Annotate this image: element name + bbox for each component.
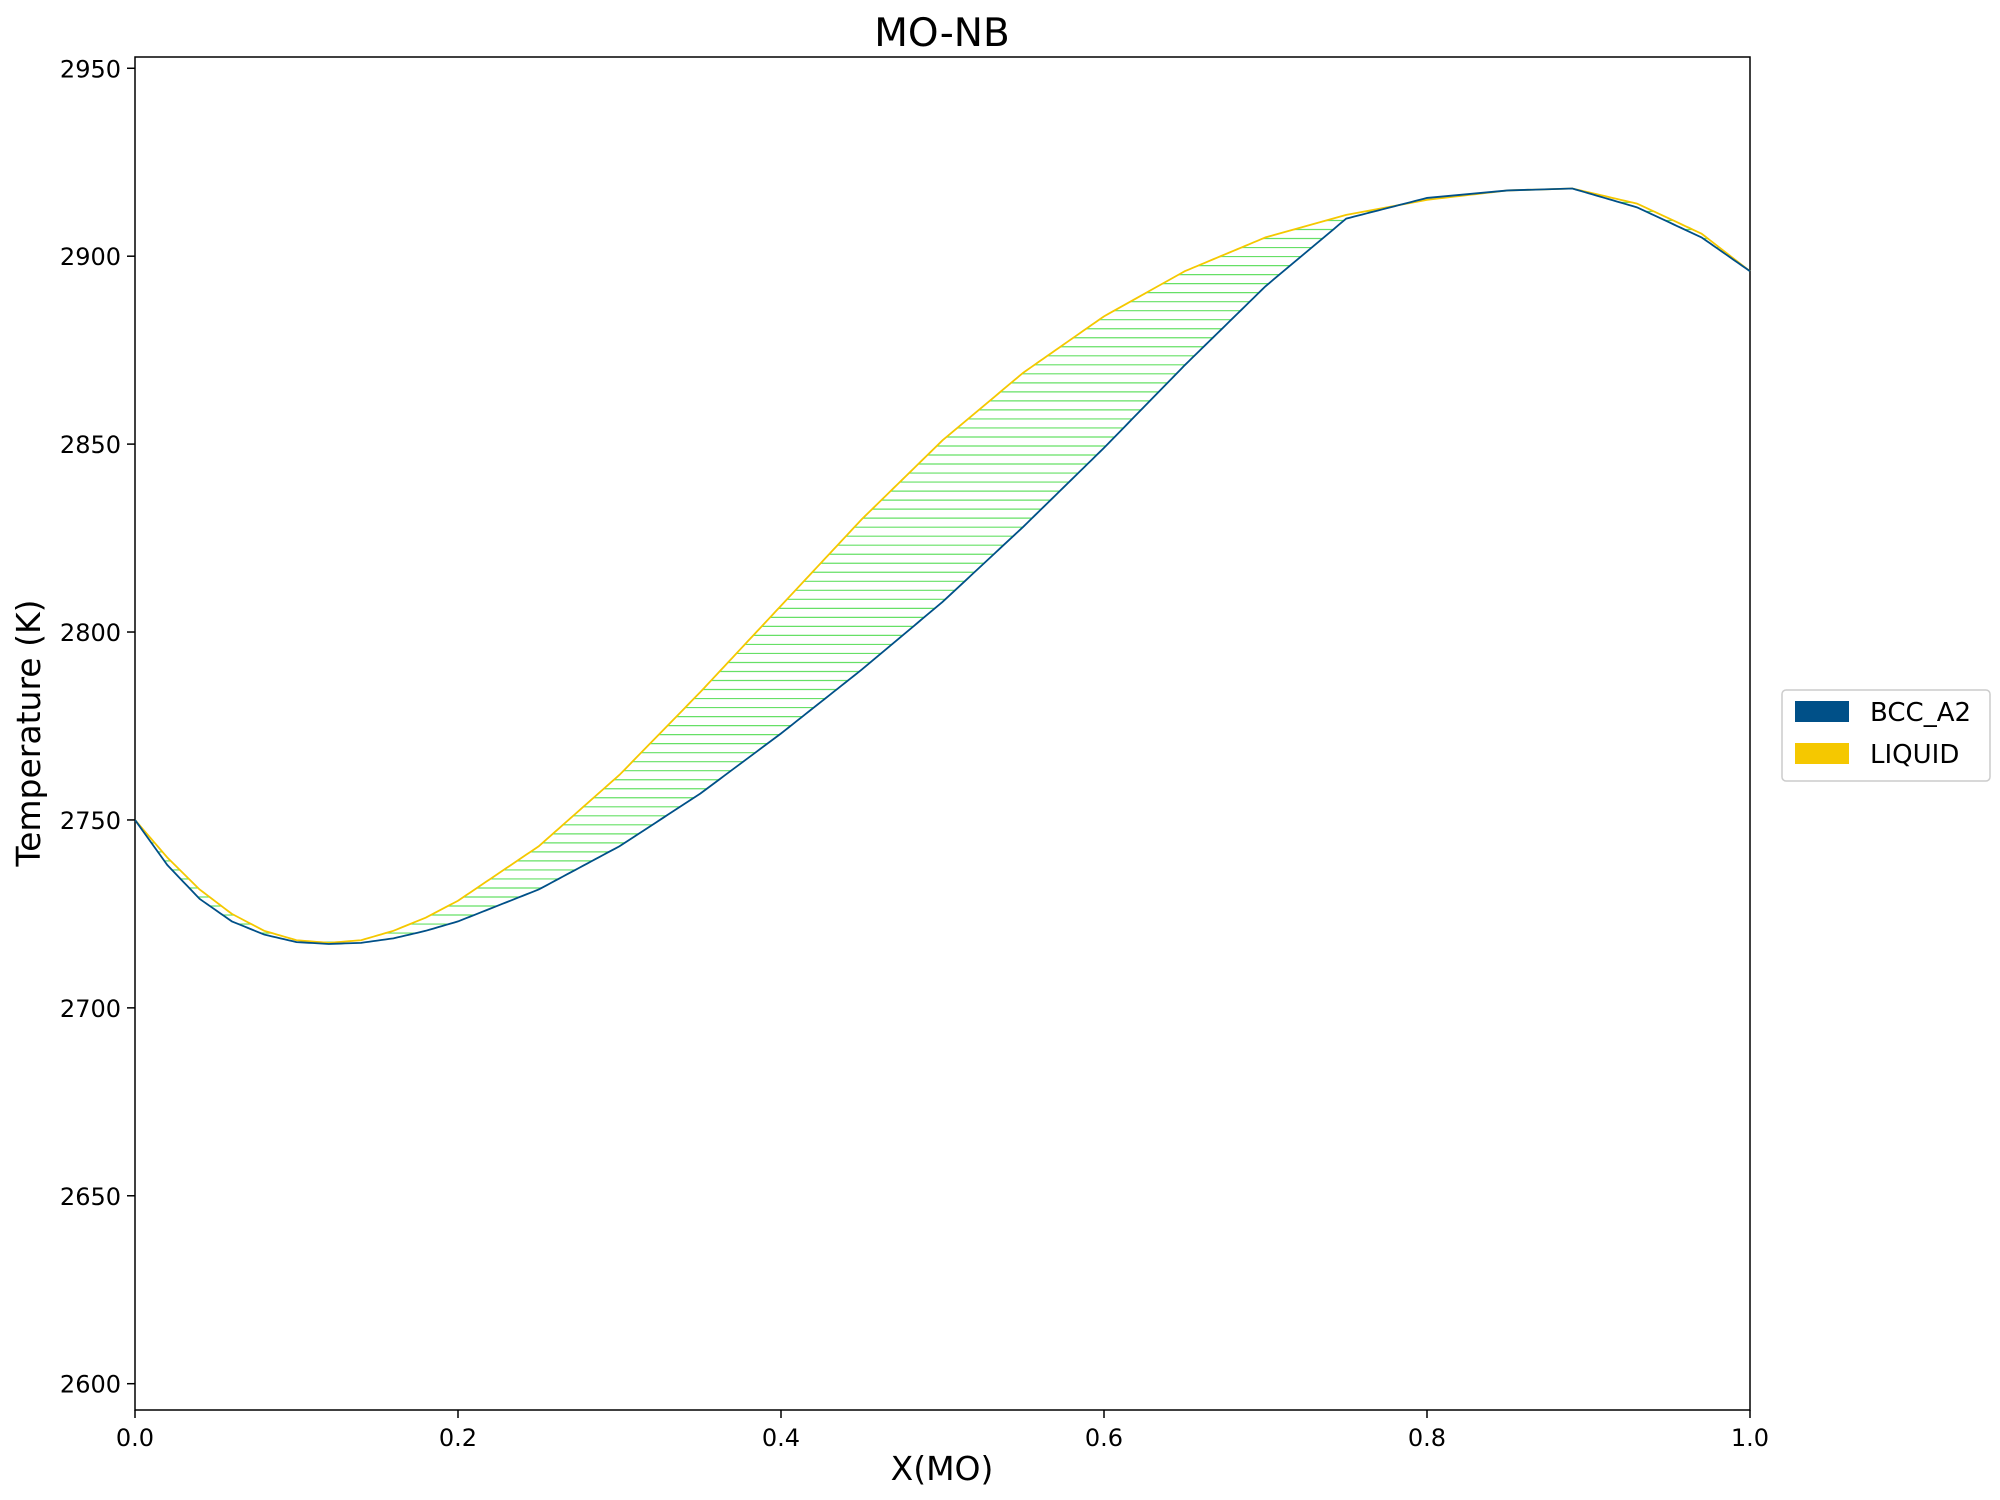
legend-swatch-liquid (1795, 743, 1849, 764)
legend: BCC_A2 LIQUID (1781, 689, 1991, 782)
y-tick-label: 2950 (60, 55, 121, 83)
legend-swatch-bcc-a2 (1795, 701, 1849, 722)
y-axis-label: Temperature (K) (9, 600, 48, 868)
legend-label-liquid: LIQUID (1870, 740, 1959, 770)
y-tick-label: 2800 (60, 619, 121, 647)
x-tick-label: 1.0 (1731, 1424, 1769, 1452)
y-tick-label: 2700 (60, 995, 121, 1023)
y-tick-label: 2750 (60, 807, 121, 835)
y-tick-label: 2650 (60, 1183, 121, 1211)
x-tick-label: 0.4 (762, 1424, 800, 1452)
y-tick-label: 2900 (60, 243, 121, 271)
series-line-liquid (134, 187, 1751, 944)
y-axis-ticks: 2600 2650 2700 2750 2800 2850 2900 2950 (60, 55, 135, 1399)
x-axis-label: X(MO) (891, 1449, 994, 1488)
x-tick-label: 0.2 (439, 1424, 477, 1452)
legend-label-bcc-a2: BCC_A2 (1870, 698, 1971, 728)
series-lines (134, 187, 1751, 945)
chart-title: MO-NB (874, 11, 1009, 56)
tie-lines (151, 192, 1720, 943)
plot-frame (134, 56, 1751, 1411)
y-tick-label: 2600 (60, 1371, 121, 1399)
x-tick-label: 0.0 (116, 1424, 154, 1452)
plot-area (134, 56, 1751, 1411)
series-line-bcc-a2 (134, 187, 1751, 945)
x-axis-ticks: 0.0 0.2 0.4 0.6 0.8 1.0 (116, 1410, 1769, 1452)
x-tick-label: 0.6 (1085, 1424, 1123, 1452)
x-tick-label: 0.8 (1408, 1424, 1446, 1452)
y-tick-label: 2850 (60, 431, 121, 459)
